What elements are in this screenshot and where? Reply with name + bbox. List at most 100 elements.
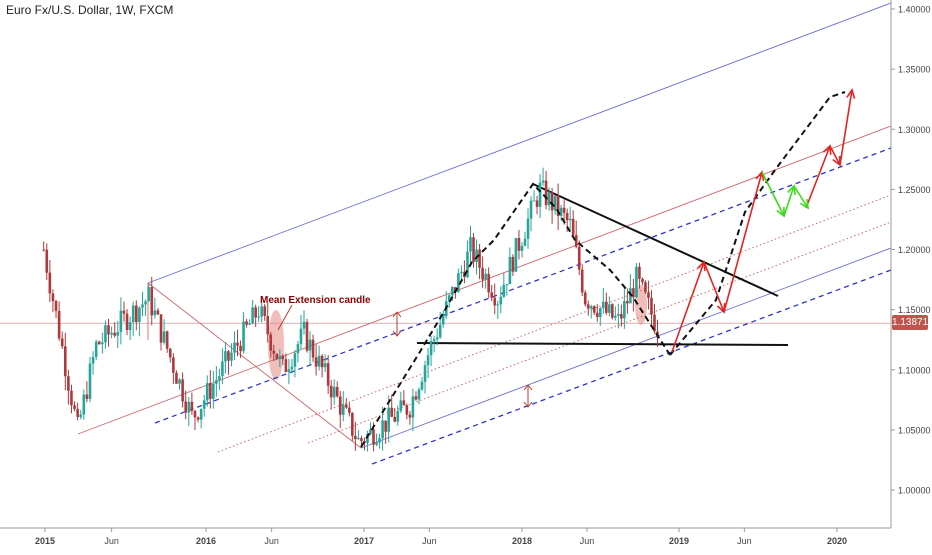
candle-body: [396, 410, 400, 422]
candle-body: [632, 288, 635, 298]
candle-body: [653, 314, 656, 332]
candle-body: [574, 234, 578, 247]
candle-body: [221, 361, 224, 377]
candle-body: [472, 237, 475, 263]
pitchfork-upper-blue: [147, 2, 892, 284]
candle-body: [239, 345, 242, 352]
candle-body: [402, 400, 406, 406]
candle-body: [478, 249, 481, 268]
y-tick-label: 1.15000: [898, 305, 931, 315]
candle-body: [351, 412, 354, 436]
candle-body: [326, 363, 330, 386]
candle-body: [644, 282, 647, 293]
candle-body: [233, 342, 236, 353]
candle-body: [202, 400, 206, 409]
black-downtrend-line: [532, 183, 779, 297]
candle-body: [311, 339, 315, 358]
candle-body: [116, 331, 120, 336]
candle-body: [556, 195, 560, 216]
candle-body: [496, 304, 500, 306]
candle-body: [119, 310, 123, 332]
candle-body: [159, 314, 163, 343]
candle-body: [67, 376, 70, 391]
green-arrow-2: [783, 185, 795, 217]
candle-body: [60, 338, 64, 347]
candle-body: [57, 310, 61, 339]
candle-body: [165, 331, 169, 349]
candle-body: [384, 420, 387, 432]
candle-body: [417, 389, 421, 400]
y-tick-label: 1.10000: [898, 365, 931, 375]
candle-body: [147, 287, 150, 302]
annotation-mean-extension: Mean Extension candle: [260, 295, 371, 306]
candle-body: [254, 307, 257, 318]
red-arrow-6-head: [846, 88, 856, 99]
candle-body: [635, 266, 638, 298]
candle-body: [487, 273, 490, 293]
candle-body: [447, 295, 451, 302]
candle-body: [242, 321, 245, 352]
candle-body: [323, 363, 327, 368]
candle-body: [168, 348, 172, 358]
candle-body: [257, 316, 260, 318]
candle-body: [511, 256, 515, 272]
candle-body: [357, 438, 360, 440]
candle-body: [641, 278, 644, 283]
candle-body: [595, 312, 599, 318]
candle-body: [414, 396, 418, 400]
candle-body: [172, 357, 175, 373]
candle-body: [520, 245, 524, 251]
candle-body: [329, 385, 333, 398]
candle-body: [541, 180, 545, 183]
candle-body: [499, 296, 503, 305]
candle-body: [110, 332, 113, 335]
x-tick-label: Jun: [264, 536, 279, 546]
red-arrow-2: [703, 261, 725, 313]
x-tick-label: Jun: [422, 536, 437, 546]
green-arrow-3-head: [799, 198, 809, 210]
candle-body: [608, 304, 611, 313]
y-tick-label: 1.20000: [898, 245, 931, 255]
candle-body: [598, 308, 602, 318]
candle-body: [469, 237, 472, 252]
candle-body: [227, 351, 230, 361]
candle-body: [405, 405, 409, 415]
candle-body: [85, 394, 89, 399]
annotation-pointer: [277, 304, 293, 331]
candle-body: [426, 355, 430, 366]
y-tick-label: 1.35000: [898, 65, 931, 75]
candle-body: [82, 394, 86, 415]
candle-body: [375, 442, 378, 445]
candle-body: [199, 408, 203, 420]
red-arrow-1: [671, 261, 705, 353]
candle-body: [526, 218, 530, 239]
candle-body: [272, 350, 276, 354]
candle-body: [156, 310, 160, 315]
candle-body: [550, 192, 554, 211]
candle-body: [281, 355, 285, 360]
candle-body: [611, 304, 614, 318]
candle-body: [54, 301, 58, 311]
candle-body: [592, 306, 596, 313]
candle-body: [562, 207, 566, 213]
candle-body: [296, 344, 300, 354]
candle-body: [411, 396, 415, 418]
candle-body: [76, 408, 79, 418]
candle-body: [104, 325, 107, 343]
candle-body: [559, 207, 563, 216]
measure-arrow-1-head-bottom: [392, 330, 402, 337]
dashed-blue-upper: [154, 147, 892, 424]
candle-body: [484, 273, 487, 280]
candle-body: [457, 273, 460, 293]
x-tick-label: 2018: [512, 536, 532, 546]
candle-body: [42, 249, 45, 251]
candle-body: [193, 410, 197, 418]
x-tick-label: 2015: [35, 536, 55, 546]
candle-body: [586, 304, 590, 309]
candle-body: [420, 381, 424, 390]
candle-body: [131, 305, 135, 323]
candle-body: [399, 400, 403, 411]
candle-body: [269, 334, 273, 351]
